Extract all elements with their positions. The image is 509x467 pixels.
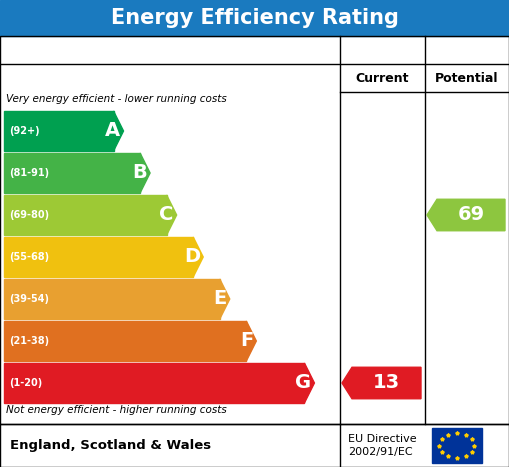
Text: (92+): (92+) [9, 126, 40, 136]
Text: (1-20): (1-20) [9, 378, 42, 388]
Bar [0, 36, 509, 424]
Polygon shape [193, 237, 203, 277]
Polygon shape [427, 199, 505, 231]
Polygon shape [166, 195, 177, 235]
Bar [4, 195, 166, 235]
Text: (39-54): (39-54) [9, 294, 49, 304]
Text: G: G [295, 374, 312, 392]
Text: 2002/91/EC: 2002/91/EC [348, 446, 413, 457]
Text: E: E [213, 290, 227, 309]
Polygon shape [246, 321, 257, 361]
Polygon shape [304, 363, 315, 403]
Text: Energy Efficiency Rating: Energy Efficiency Rating [110, 8, 399, 28]
Bar [4, 237, 193, 277]
Text: C: C [159, 205, 174, 225]
Text: F: F [240, 332, 253, 351]
Text: (81-91): (81-91) [9, 168, 49, 178]
Bar [0, 0, 509, 36]
Text: EU Directive: EU Directive [348, 434, 417, 445]
Bar [432, 428, 482, 463]
Bar [4, 363, 304, 403]
Text: (55-68): (55-68) [9, 252, 49, 262]
Bar [4, 321, 246, 361]
Polygon shape [220, 279, 230, 319]
Bar [4, 279, 220, 319]
Polygon shape [114, 111, 124, 151]
Polygon shape [140, 153, 150, 193]
Text: (21-38): (21-38) [9, 336, 49, 346]
Bar [4, 153, 140, 193]
Text: B: B [132, 163, 147, 183]
Text: Current: Current [356, 71, 409, 85]
Text: Very energy efficient - lower running costs: Very energy efficient - lower running co… [6, 94, 227, 104]
Text: 69: 69 [458, 205, 485, 225]
Bar [0, 424, 509, 467]
Text: Not energy efficient - higher running costs: Not energy efficient - higher running co… [6, 405, 227, 415]
Text: (69-80): (69-80) [9, 210, 49, 220]
Polygon shape [342, 367, 421, 399]
Text: Potential: Potential [435, 71, 499, 85]
Text: 13: 13 [373, 374, 400, 392]
Text: D: D [184, 248, 200, 267]
Text: England, Scotland & Wales: England, Scotland & Wales [10, 439, 211, 452]
Bar [4, 111, 114, 151]
Text: A: A [105, 121, 121, 141]
